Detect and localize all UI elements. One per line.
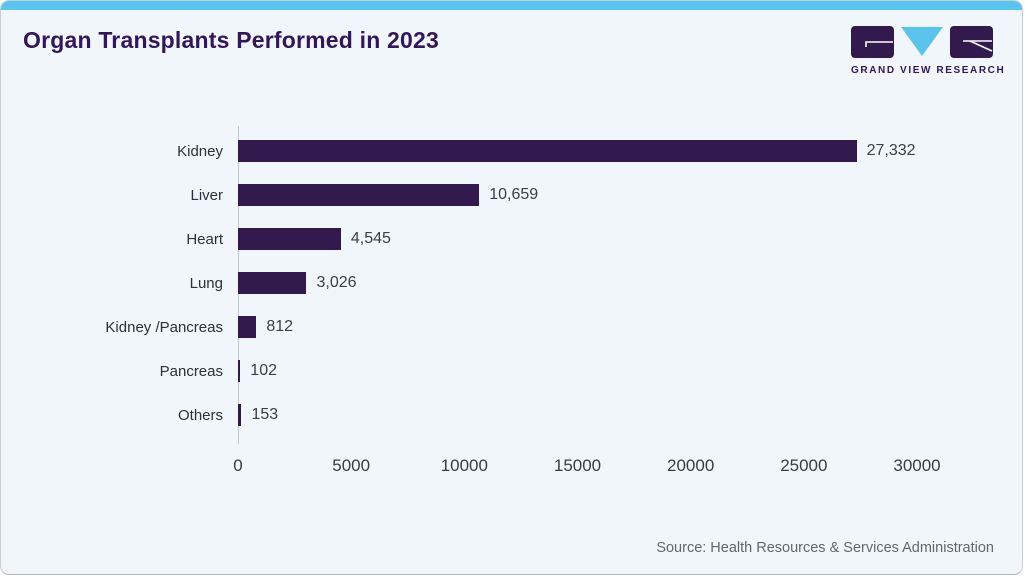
bar-row: Heart 4,545 (1, 228, 1022, 250)
bar (238, 184, 480, 206)
category-label: Kidney (177, 142, 223, 160)
source-note: Source: Health Resources & Services Admi… (656, 540, 994, 556)
x-tick-label: 15000 (553, 456, 602, 475)
bar-row: Liver 10,659 (1, 184, 1022, 206)
x-tick-label: 10000 (440, 456, 488, 475)
bar-row: Lung 3,026 (1, 272, 1022, 294)
bar (238, 404, 242, 426)
brand-logo: GRAND VIEW RESEARCH (851, 26, 1006, 76)
bar (238, 316, 257, 338)
x-tick-label: 0 (233, 456, 243, 475)
bar-row: Pancreas 102 (1, 360, 1022, 382)
bar-chart: Kidney 27,332 Liver 10,659 Heart 4,545 Lung 3,0… (1, 126, 1022, 444)
logo-v-icon (901, 27, 943, 56)
logo-g-icon (851, 26, 894, 58)
value-label: 153 (251, 406, 279, 423)
bar (238, 360, 241, 382)
category-label: Heart (186, 230, 223, 248)
bar (238, 228, 341, 250)
value-label: 10,659 (489, 186, 539, 203)
category-label: Kidney /Pancreas (105, 318, 223, 336)
category-label: Lung (189, 274, 223, 292)
value-label: 27,332 (866, 142, 916, 159)
category-label: Liver (190, 186, 223, 204)
category-label: Pancreas (159, 362, 223, 380)
x-tick-label: 30000 (893, 456, 941, 475)
value-label: 812 (266, 318, 294, 335)
logo-r-icon (950, 26, 993, 58)
top-accent-bar (1, 1, 1022, 10)
bar (238, 140, 857, 162)
bar-row: Kidney /Pancreas 812 (1, 316, 1022, 338)
logo-marks (851, 26, 993, 59)
category-label: Others (177, 406, 223, 424)
logo-text: GRAND VIEW RESEARCH (851, 65, 1006, 76)
bar-row: Others 153 (1, 404, 1022, 426)
value-label: 102 (250, 362, 277, 379)
x-tick-label: 25000 (780, 456, 828, 475)
bar (238, 272, 307, 294)
page-title: Organ Transplants Performed in 2023 (23, 27, 440, 53)
x-axis-ticks: 0 5000 10000 15000 20000 25000 30000 (1, 456, 1022, 478)
bar-row: Kidney 27,332 (1, 140, 1022, 162)
x-tick-label: 5000 (332, 456, 371, 475)
value-label: 4,545 (350, 230, 391, 247)
x-tick-label: 20000 (667, 456, 715, 475)
value-label: 3,026 (316, 274, 357, 291)
